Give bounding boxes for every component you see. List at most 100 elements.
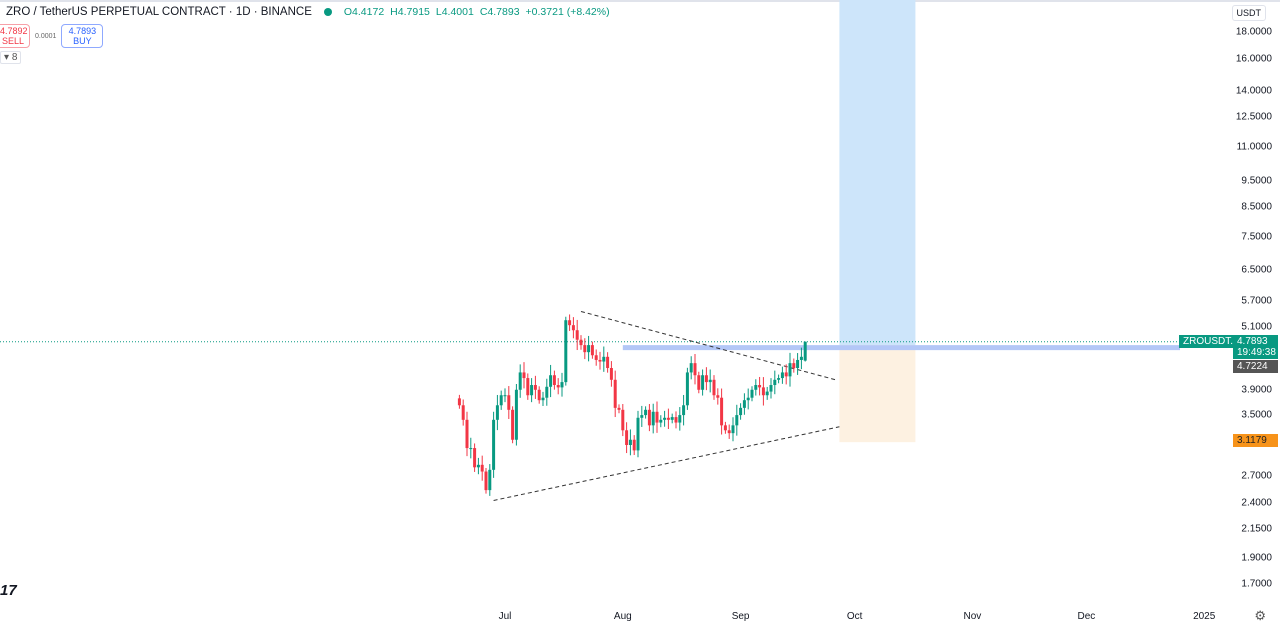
- candle-body: [636, 417, 640, 451]
- candle-body: [716, 395, 720, 398]
- candle-body: [708, 379, 712, 383]
- spread-value: 0.0001: [35, 32, 57, 40]
- candle-body: [552, 375, 556, 386]
- bar-countdown: 19:49:38: [1237, 347, 1276, 358]
- candle-body: [723, 425, 727, 431]
- candle-body: [758, 385, 762, 388]
- candle-body: [647, 409, 651, 426]
- price-tick: 12.5000: [1235, 111, 1272, 123]
- candle-body: [625, 430, 629, 446]
- candle-body: [492, 419, 496, 470]
- candle-body: [522, 372, 526, 379]
- candle-body: [587, 345, 591, 353]
- candle-body: [750, 389, 754, 398]
- candle-body: [571, 325, 575, 331]
- currency-selector[interactable]: USDT: [1231, 5, 1266, 21]
- candle-body: [568, 320, 572, 326]
- candle-body: [632, 439, 636, 451]
- candle-body: [575, 330, 579, 340]
- triangle-upper-line: [580, 310, 836, 381]
- candle-body: [765, 391, 769, 396]
- candle-body: [499, 395, 503, 406]
- candle-body: [514, 389, 518, 440]
- candle-body: [461, 405, 465, 420]
- symbol-title[interactable]: ZRO / TetherUS PERPETUAL CONTRACT · 1D ·…: [6, 6, 312, 18]
- price-tick: 2.7000: [1241, 470, 1272, 482]
- candle-body: [480, 464, 484, 472]
- candle-body: [720, 397, 724, 426]
- trade-panel: 4.7892 SELL 0.0001 4.7893 BUY: [0, 24, 104, 48]
- candle-body: [697, 375, 701, 390]
- price-tick: 3.5000: [1241, 409, 1272, 421]
- candle-body: [682, 405, 686, 416]
- sell-price: 4.7892: [0, 26, 28, 36]
- candle-body: [469, 448, 473, 450]
- candle-body: [799, 356, 803, 360]
- time-tick: Aug: [613, 611, 632, 622]
- candle-body: [549, 375, 553, 387]
- price-tick: 7.5000: [1241, 231, 1272, 243]
- candle-body: [476, 464, 480, 468]
- gear-icon[interactable]: ⚙: [1254, 608, 1266, 623]
- candle-body: [674, 417, 678, 423]
- candle-body: [541, 397, 545, 401]
- candle-body: [644, 409, 648, 416]
- close-value: C4.7893: [479, 6, 520, 18]
- candle-body: [609, 368, 613, 380]
- candle-body: [666, 417, 670, 420]
- time-tick: 2025: [1193, 611, 1216, 622]
- candle-body: [511, 409, 515, 440]
- candle-body: [731, 425, 735, 434]
- time-tick: Sep: [731, 611, 750, 622]
- candle-body: [507, 395, 511, 410]
- sell-button[interactable]: 4.7892 SELL: [0, 24, 30, 48]
- candle-body: [727, 430, 731, 434]
- candle-body: [663, 417, 667, 420]
- candle-body: [526, 378, 530, 396]
- candle-body: [689, 363, 693, 373]
- price-tick: 3.9000: [1241, 384, 1272, 396]
- candle-body: [465, 419, 469, 449]
- candle-body: [457, 398, 461, 406]
- candle-body: [792, 363, 796, 369]
- price-tick: 11.0000: [1236, 141, 1272, 153]
- price-tick: 8.5000: [1241, 201, 1272, 213]
- candle-body: [693, 363, 697, 376]
- candle-body: [583, 345, 587, 353]
- price-tick: 14.0000: [1235, 85, 1272, 97]
- price-tick: 18.0000: [1235, 26, 1272, 38]
- candle-body: [606, 356, 610, 369]
- top-border: [0, 0, 1280, 2]
- change-value: +0.3721 (+8.42%): [525, 6, 610, 18]
- candle-body: [640, 415, 644, 418]
- sell-label: SELL: [1, 36, 25, 46]
- candle-body: [773, 379, 777, 386]
- tradingview-logo[interactable]: 17: [0, 582, 17, 599]
- indicators-toggle[interactable]: ▾ 8: [0, 51, 22, 64]
- candle-body: [564, 320, 568, 383]
- candle-body: [701, 375, 705, 390]
- time-tick: Dec: [1077, 611, 1096, 622]
- target-zone: [839, 0, 916, 346]
- candle-body: [784, 372, 788, 377]
- candle-body: [613, 379, 617, 408]
- stop-zone: [839, 345, 916, 443]
- buy-button[interactable]: 4.7893 BUY: [61, 24, 104, 48]
- candle-body: [655, 411, 659, 423]
- market-status-icon: [323, 8, 332, 16]
- price-tick: 1.7000: [1241, 578, 1272, 590]
- price-tick: 2.4000: [1241, 497, 1272, 509]
- candle-body: [533, 385, 537, 390]
- candle-body: [777, 378, 781, 380]
- price-tick: 2.1500: [1241, 523, 1272, 535]
- candle-body: [685, 372, 689, 406]
- candle-body: [659, 419, 663, 423]
- candle-body: [742, 400, 746, 408]
- candle-body: [495, 405, 499, 420]
- candle-body: [628, 439, 632, 446]
- candle-body: [594, 355, 598, 360]
- candle-body: [602, 356, 606, 362]
- candle-body: [484, 471, 488, 491]
- candle-body: [617, 407, 621, 410]
